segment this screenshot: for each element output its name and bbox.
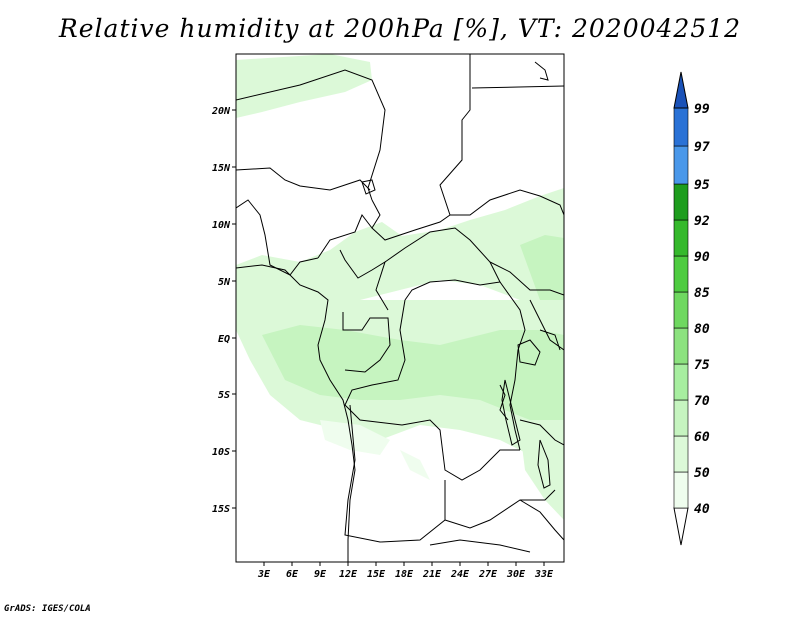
border-drc-east — [499, 281, 526, 451]
lat-label-10s: 10S — [212, 447, 230, 458]
lat-label-15s: 15S — [212, 504, 230, 515]
border-uganda-kenya — [529, 299, 564, 351]
lake-chad — [361, 179, 376, 195]
colorbar-label-97: 97 — [694, 140, 710, 155]
lat-label-eq: EQ — [218, 334, 230, 345]
lon-label-18e: 18E — [395, 569, 414, 580]
border-zimbabwe — [429, 539, 531, 553]
lat-label-20n: 20N — [211, 106, 231, 117]
border-drc-south — [401, 419, 520, 481]
border-sudan-east — [450, 189, 564, 216]
colorbar-bin-75-80 — [673, 327, 689, 365]
border-tanzania — [519, 419, 564, 446]
colorbar-label-70: 70 — [694, 394, 710, 409]
lon-label-30e: 30E — [506, 569, 526, 580]
colorbar-label-80: 80 — [694, 322, 710, 337]
border-niger-chad — [236, 167, 371, 191]
border-libya-egypt — [439, 54, 471, 216]
lon-label-21e: 21E — [422, 569, 442, 580]
border-cameroon — [317, 214, 389, 311]
lon-label-24e: 24E — [450, 569, 470, 580]
lon-label-9e: 9E — [314, 569, 327, 580]
border-south-sudan — [489, 261, 564, 296]
colorbar-bottom-arrow — [673, 507, 689, 546]
colorbar-label-95: 95 — [694, 178, 710, 193]
colorbar-label-99: 99 — [694, 102, 710, 117]
colorbar-bin-97-99 — [673, 107, 689, 147]
lat-label-10n: 10N — [212, 220, 231, 231]
colorbar-label-75: 75 — [694, 358, 710, 373]
lake-malawi — [537, 439, 551, 489]
grads-credit: GrADS: IGES/COLA — [4, 604, 91, 614]
lon-label-27e: 27E — [478, 569, 498, 580]
east-coast-segment — [534, 61, 549, 81]
colorbar-label-92: 92 — [694, 214, 710, 229]
coastline-west-africa — [236, 264, 356, 562]
shading-central-dark — [262, 325, 564, 420]
colorbar-top-arrow — [673, 71, 689, 109]
longitude-labels: 3E 6E 9E 12E 15E 18E 21E 24E 27E 30E 33E — [257, 569, 554, 580]
lat-label-5s: 5S — [218, 390, 230, 401]
shading-southeast — [520, 430, 564, 520]
colorbar-bin-60-70 — [673, 399, 689, 437]
colorbar-bin-95-97 — [673, 145, 689, 185]
border-congo — [342, 312, 391, 373]
axis-ticks — [232, 109, 545, 566]
colorbar-label-85: 85 — [694, 286, 710, 301]
lon-label-15e: 15E — [367, 569, 386, 580]
latitude-labels: 20N 15N 10N 5N EQ 5S 10S 15S — [211, 106, 231, 515]
colorbar-label-50: 50 — [694, 466, 710, 481]
colorbar-bin-90-92 — [673, 219, 689, 257]
borders — [236, 54, 564, 562]
border-drc-west — [344, 299, 406, 426]
colorbar-labels: 40 50 60 70 75 80 85 90 92 95 97 99 — [694, 102, 710, 517]
border-chad-sudan — [371, 199, 451, 241]
border-angola — [344, 404, 446, 543]
border-car — [384, 227, 501, 301]
chart-title: Relative humidity at 200hPa [%], VT: 202… — [58, 14, 742, 43]
border-mozambique — [519, 499, 564, 541]
lon-label-33e: 33E — [534, 569, 554, 580]
colorbar-label-40: 40 — [694, 502, 710, 517]
colorbar-bin-80-85 — [673, 291, 689, 329]
shading-west-sahel — [236, 188, 564, 305]
lat-label-5n: 5N — [218, 277, 231, 288]
shading-north — [236, 54, 372, 118]
map-frame — [235, 53, 565, 563]
shading-south-fleck — [400, 450, 430, 480]
colorbar-label-90: 90 — [694, 250, 710, 265]
lon-label-6e: 6E — [286, 569, 299, 580]
lat-label-15n: 15N — [212, 163, 231, 174]
lon-label-12e: 12E — [339, 569, 358, 580]
shading-east — [520, 235, 564, 300]
border-zambia — [444, 489, 556, 529]
humidity-shading — [236, 54, 564, 520]
colorbar-label-60: 60 — [694, 430, 710, 445]
border-egypt-sudan — [471, 85, 564, 89]
colorbar-bin-92-95 — [673, 183, 689, 221]
lake-victoria — [517, 339, 541, 366]
border-algeria-libya — [236, 69, 386, 201]
border-nigeria-north — [236, 199, 319, 276]
colorbar-bin-85-90 — [673, 255, 689, 293]
colorbar-bin-70-75 — [673, 363, 689, 401]
shading-southwest — [320, 420, 390, 455]
nile-river — [499, 384, 509, 421]
colorbar-bin-40-50 — [673, 471, 689, 509]
colorbar — [673, 71, 689, 546]
colorbar-bin-50-60 — [673, 435, 689, 473]
lon-label-3e: 3E — [257, 569, 271, 580]
